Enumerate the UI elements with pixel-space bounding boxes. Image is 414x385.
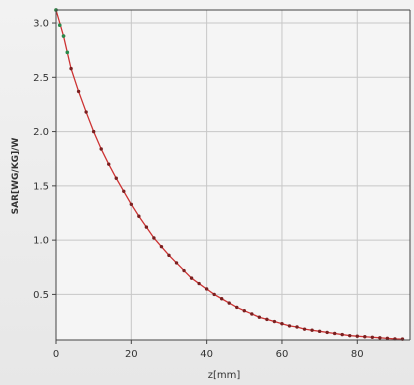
y-tick-label: 2.0 [33,127,49,138]
data-point [280,322,284,326]
x-tick-label: 80 [351,349,364,360]
data-point [189,276,194,280]
data-point [287,324,292,328]
data-point [167,253,171,258]
data-point [250,312,254,316]
highlight-point [61,34,66,38]
data-point [340,332,344,337]
data-point [182,268,186,273]
data-point [114,176,118,180]
data-point [348,333,352,338]
data-point [84,110,88,114]
data-point [332,331,337,336]
data-point [144,225,149,229]
data-point [197,281,201,286]
x-tick-label: 0 [53,349,59,360]
data-point [159,244,164,249]
x-tick-label: 60 [276,349,289,360]
data-point [295,325,299,329]
data-point [227,301,231,305]
data-point [363,335,367,339]
data-point [174,261,179,265]
data-point [99,147,103,151]
tick-group: 0 20 40 60 80 0.5 1.0 1.5 2.0 2.5 3.0 [33,19,364,360]
data-point [310,328,314,332]
data-point [220,297,224,301]
y-tick-label: 3.0 [33,19,49,30]
y-axis-label: SAR[WG/KG]/W [11,138,21,215]
data-point [91,129,96,134]
x-tick-label: 40 [200,349,213,360]
points-group [54,8,405,341]
data-point [69,66,73,71]
y-tick-label: 2.5 [33,73,49,84]
grid [56,10,410,340]
data-point [122,189,126,193]
data-point [129,202,134,207]
highlight-point [65,50,70,55]
data-point [317,329,322,334]
data-point [355,334,359,338]
y-tick-label: 0.5 [33,290,49,301]
highlight-point [57,23,62,27]
data-point [212,292,216,297]
data-point [235,305,239,310]
data-point [385,336,390,341]
x-axis-label: z[mm] [208,370,241,381]
data-point [370,335,375,339]
y-tick-label: 1.5 [33,181,49,192]
data-point [76,89,81,94]
data-point [107,162,111,166]
data-point [378,336,382,340]
data-point [204,287,209,291]
data-point [325,330,329,335]
data-point [242,308,246,313]
data-point [137,214,141,218]
data-point [152,236,156,240]
data-point [302,327,307,331]
y-tick-label: 1.0 [33,236,49,247]
data-point [257,315,262,319]
data-point [265,317,269,322]
data-point [272,319,277,324]
x-tick-label: 20 [125,349,138,360]
